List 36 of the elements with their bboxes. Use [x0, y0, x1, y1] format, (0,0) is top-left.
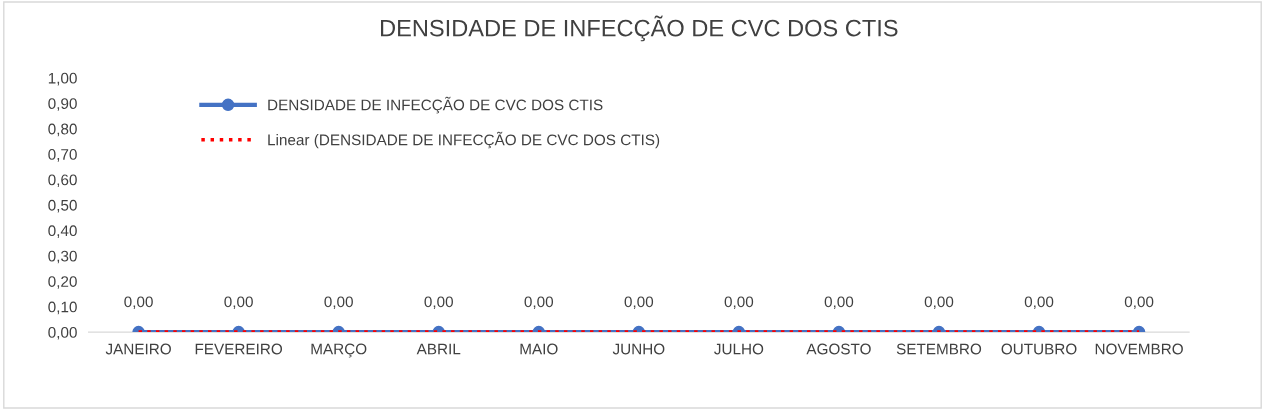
- y-tick-label: 0,40: [48, 225, 77, 238]
- x-tick-label: ABRIL: [416, 343, 461, 355]
- data-label: 0,00: [824, 296, 854, 310]
- data-label: 0,00: [924, 296, 954, 310]
- legend-label: Linear (DENSIDADE DE INFECÇÃO DE CVC DOS CTIS): [268, 131, 660, 149]
- data-label: 0,00: [324, 296, 353, 310]
- x-tick-label: OUTUBRO: [1001, 343, 1077, 355]
- y-tick-label: 0,00: [48, 326, 77, 340]
- y-tick-label: 0,90: [48, 98, 77, 111]
- y-tick-label: 0,30: [48, 250, 77, 264]
- x-tick-label: JUNHO: [612, 343, 665, 355]
- data-label: 0,00: [424, 296, 453, 310]
- y-tick-label: 0,60: [48, 174, 77, 188]
- x-tick-label: AGOSTO: [806, 343, 871, 355]
- x-tick-label: FEVEREIRO: [195, 343, 283, 355]
- x-tick-label: NOVEMBRO: [1095, 343, 1183, 355]
- x-tick-label: MAIO: [520, 343, 558, 355]
- data-label: 0,00: [124, 296, 153, 310]
- data-label: 0,00: [1024, 296, 1054, 310]
- data-label: 0,00: [624, 296, 654, 310]
- y-tick-label: 0,70: [48, 149, 77, 162]
- x-tick-label: SETEMBRO: [896, 343, 982, 355]
- data-label: 0,00: [724, 296, 754, 310]
- x-tick-label: JULHO: [714, 343, 764, 355]
- data-label: 0,00: [524, 296, 554, 310]
- x-tick-label: JANEIRO: [105, 343, 171, 355]
- x-tick-label: MARÇO: [311, 343, 367, 358]
- chart-title: DENSIDADE DE INFECÇÃO DE CVC DOS CTIS: [381, 15, 898, 42]
- y-tick-label: 0,50: [48, 199, 77, 213]
- data-label: 0,00: [1124, 296, 1154, 310]
- y-tick-label: 0,20: [48, 276, 77, 289]
- y-tick-label: 1,00: [48, 72, 77, 86]
- y-tick-label: 0,10: [48, 301, 77, 315]
- data-label: 0,00: [224, 296, 253, 310]
- y-tick-label: 0,80: [48, 123, 77, 137]
- legend-label: DENSIDADE DE INFECÇÃO DE CVC DOS CTIS: [268, 96, 603, 114]
